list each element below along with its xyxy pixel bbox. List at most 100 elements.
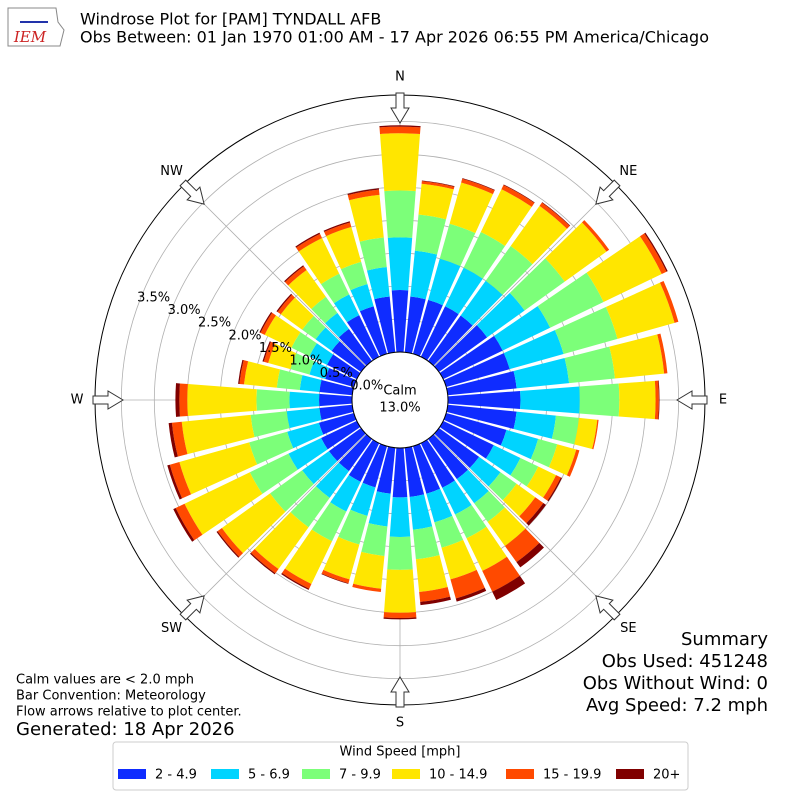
bar-segment <box>541 202 571 227</box>
bar-segment <box>657 333 668 374</box>
bar-segment <box>494 306 551 351</box>
bar-segment <box>480 189 532 247</box>
chart-subtitle: Obs Between: 01 Jan 1970 01:00 AM - 17 A… <box>80 28 709 47</box>
bar-segment <box>520 386 580 414</box>
compass-label: SE <box>620 621 636 636</box>
legend-swatch <box>506 769 534 779</box>
bar-segment <box>179 383 188 417</box>
bar-segment <box>502 483 536 517</box>
bar-segment <box>379 125 421 128</box>
bar-segment <box>420 596 451 606</box>
bar-segment <box>404 296 426 354</box>
bar-segment <box>264 315 301 348</box>
bar-segment <box>420 306 459 361</box>
bar-segment <box>426 488 453 523</box>
bar-segment <box>338 509 368 545</box>
r-tick-label: 2.5% <box>198 316 231 331</box>
bar-segment <box>441 539 477 580</box>
bar-segment <box>276 369 303 390</box>
legend-swatch <box>118 769 146 779</box>
compass-label: NE <box>619 164 637 179</box>
bar-segment <box>466 526 507 571</box>
bar-segment <box>324 222 352 237</box>
bar-segment <box>350 284 374 312</box>
bar-segment <box>446 371 517 396</box>
bar-segment <box>298 237 340 285</box>
bar-segment <box>169 462 192 499</box>
bar-segment <box>449 182 493 234</box>
bar-segment <box>289 391 320 409</box>
bar-segment <box>238 359 244 384</box>
bar-segment <box>488 472 517 501</box>
bar-segment <box>421 181 455 190</box>
bar-segment <box>338 434 372 472</box>
bar-segment <box>410 250 438 300</box>
r-tick-label: 2.0% <box>228 328 261 343</box>
flow-arrow <box>595 595 621 621</box>
bar-segment <box>184 472 263 535</box>
bar-segment <box>359 306 388 357</box>
bar-segment <box>510 205 567 265</box>
bar-segment <box>296 233 323 252</box>
bar-segment <box>462 178 495 191</box>
bar-segment <box>280 297 314 330</box>
bar-segment <box>461 178 495 195</box>
bar-segment <box>179 442 258 495</box>
grid-spoke <box>184 184 401 401</box>
bar-segment <box>260 312 276 335</box>
bar-segment <box>419 586 451 602</box>
bar-segment <box>290 486 330 528</box>
bar-segment <box>321 573 349 584</box>
r-tick-label: 0.5% <box>320 366 353 381</box>
bar-segment <box>605 282 675 339</box>
summary-line: Obs Used: 451248 <box>602 651 768 672</box>
bar-segment <box>537 272 604 328</box>
bar-segment <box>566 449 580 477</box>
bar-segment <box>302 451 338 485</box>
bar-segment <box>353 551 385 589</box>
bar-segment <box>414 214 447 255</box>
bar-segment <box>409 494 433 530</box>
bar-segment <box>295 232 321 248</box>
bar-segment <box>362 443 388 488</box>
bar-segment <box>564 346 615 384</box>
flow-arrow <box>390 92 410 124</box>
calm-label: Calm <box>383 384 416 399</box>
calm-value: 13.0% <box>379 401 420 416</box>
bar-segment <box>445 267 483 315</box>
bar-segment <box>379 133 421 192</box>
bar-segment <box>250 548 279 574</box>
bar-segment <box>187 384 257 416</box>
bar-segment <box>254 512 309 570</box>
bar-segment <box>474 490 505 522</box>
bar-segment <box>309 361 330 379</box>
flow-arrow <box>595 179 621 205</box>
bar-segment <box>175 383 180 417</box>
bar-segment <box>262 341 271 362</box>
bar-segment <box>276 293 293 313</box>
bar-segment <box>347 188 380 196</box>
generated: Generated: 18 Apr 2026 <box>16 719 235 740</box>
bar-segment <box>263 341 276 363</box>
bar-segment <box>315 327 340 351</box>
legend-label: 15 - 19.9 <box>543 768 601 783</box>
bar-segment <box>442 480 472 515</box>
logo-text: IEM <box>13 28 47 46</box>
bar-segment <box>338 328 372 366</box>
bar-segment <box>516 542 544 568</box>
grid-spoke <box>399 399 616 616</box>
bar-segment <box>347 189 380 201</box>
legend-label: 2 - 4.9 <box>155 768 197 783</box>
bar-segment <box>418 183 454 220</box>
bar-segment <box>321 420 361 450</box>
bar-segment <box>168 422 178 458</box>
bar-segment <box>485 445 521 476</box>
bar-segment <box>309 343 334 365</box>
bar-segment <box>412 299 443 357</box>
bar-segment <box>510 457 539 487</box>
flow-arrow <box>390 676 410 708</box>
bar-segment <box>469 456 501 487</box>
bar-segment <box>434 325 488 372</box>
bar-segment <box>366 266 390 300</box>
